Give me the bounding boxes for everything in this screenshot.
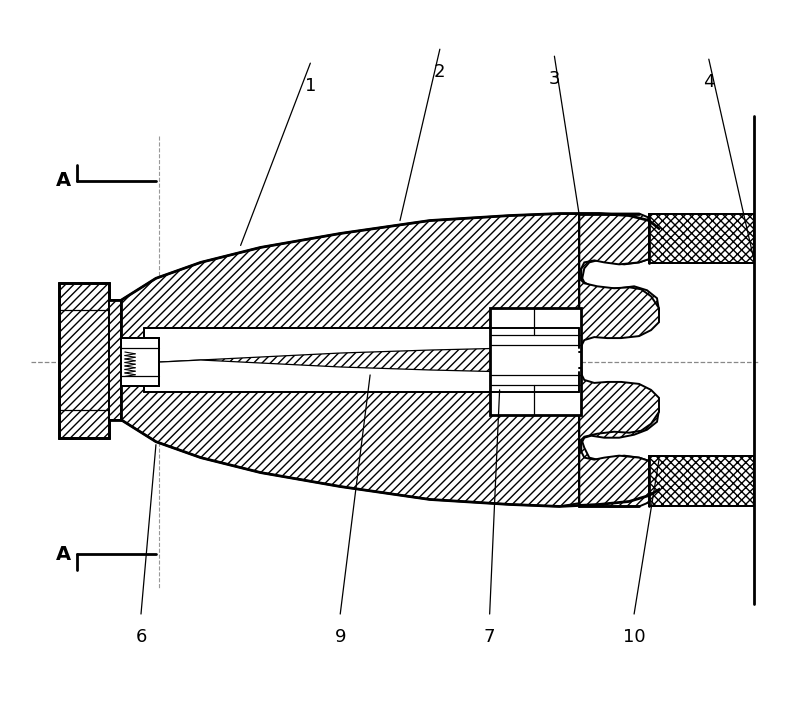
Polygon shape [649, 455, 754, 506]
Text: 1: 1 [305, 77, 316, 95]
Text: 4: 4 [703, 73, 714, 91]
Polygon shape [109, 300, 121, 420]
Polygon shape [490, 308, 582, 415]
Text: 10: 10 [622, 628, 646, 646]
Text: 2: 2 [434, 63, 446, 81]
Text: A: A [56, 544, 71, 564]
Text: A: A [56, 171, 71, 190]
Polygon shape [579, 213, 661, 352]
Polygon shape [59, 283, 109, 437]
Polygon shape [649, 213, 754, 263]
Polygon shape [121, 213, 661, 360]
Polygon shape [579, 368, 661, 506]
Polygon shape [151, 335, 582, 385]
Text: 6: 6 [135, 628, 146, 646]
Polygon shape [144, 360, 582, 392]
Text: 3: 3 [549, 70, 560, 88]
Polygon shape [121, 338, 159, 386]
Text: 9: 9 [334, 628, 346, 646]
Polygon shape [144, 328, 582, 362]
Polygon shape [121, 360, 661, 506]
Text: 7: 7 [484, 628, 495, 646]
